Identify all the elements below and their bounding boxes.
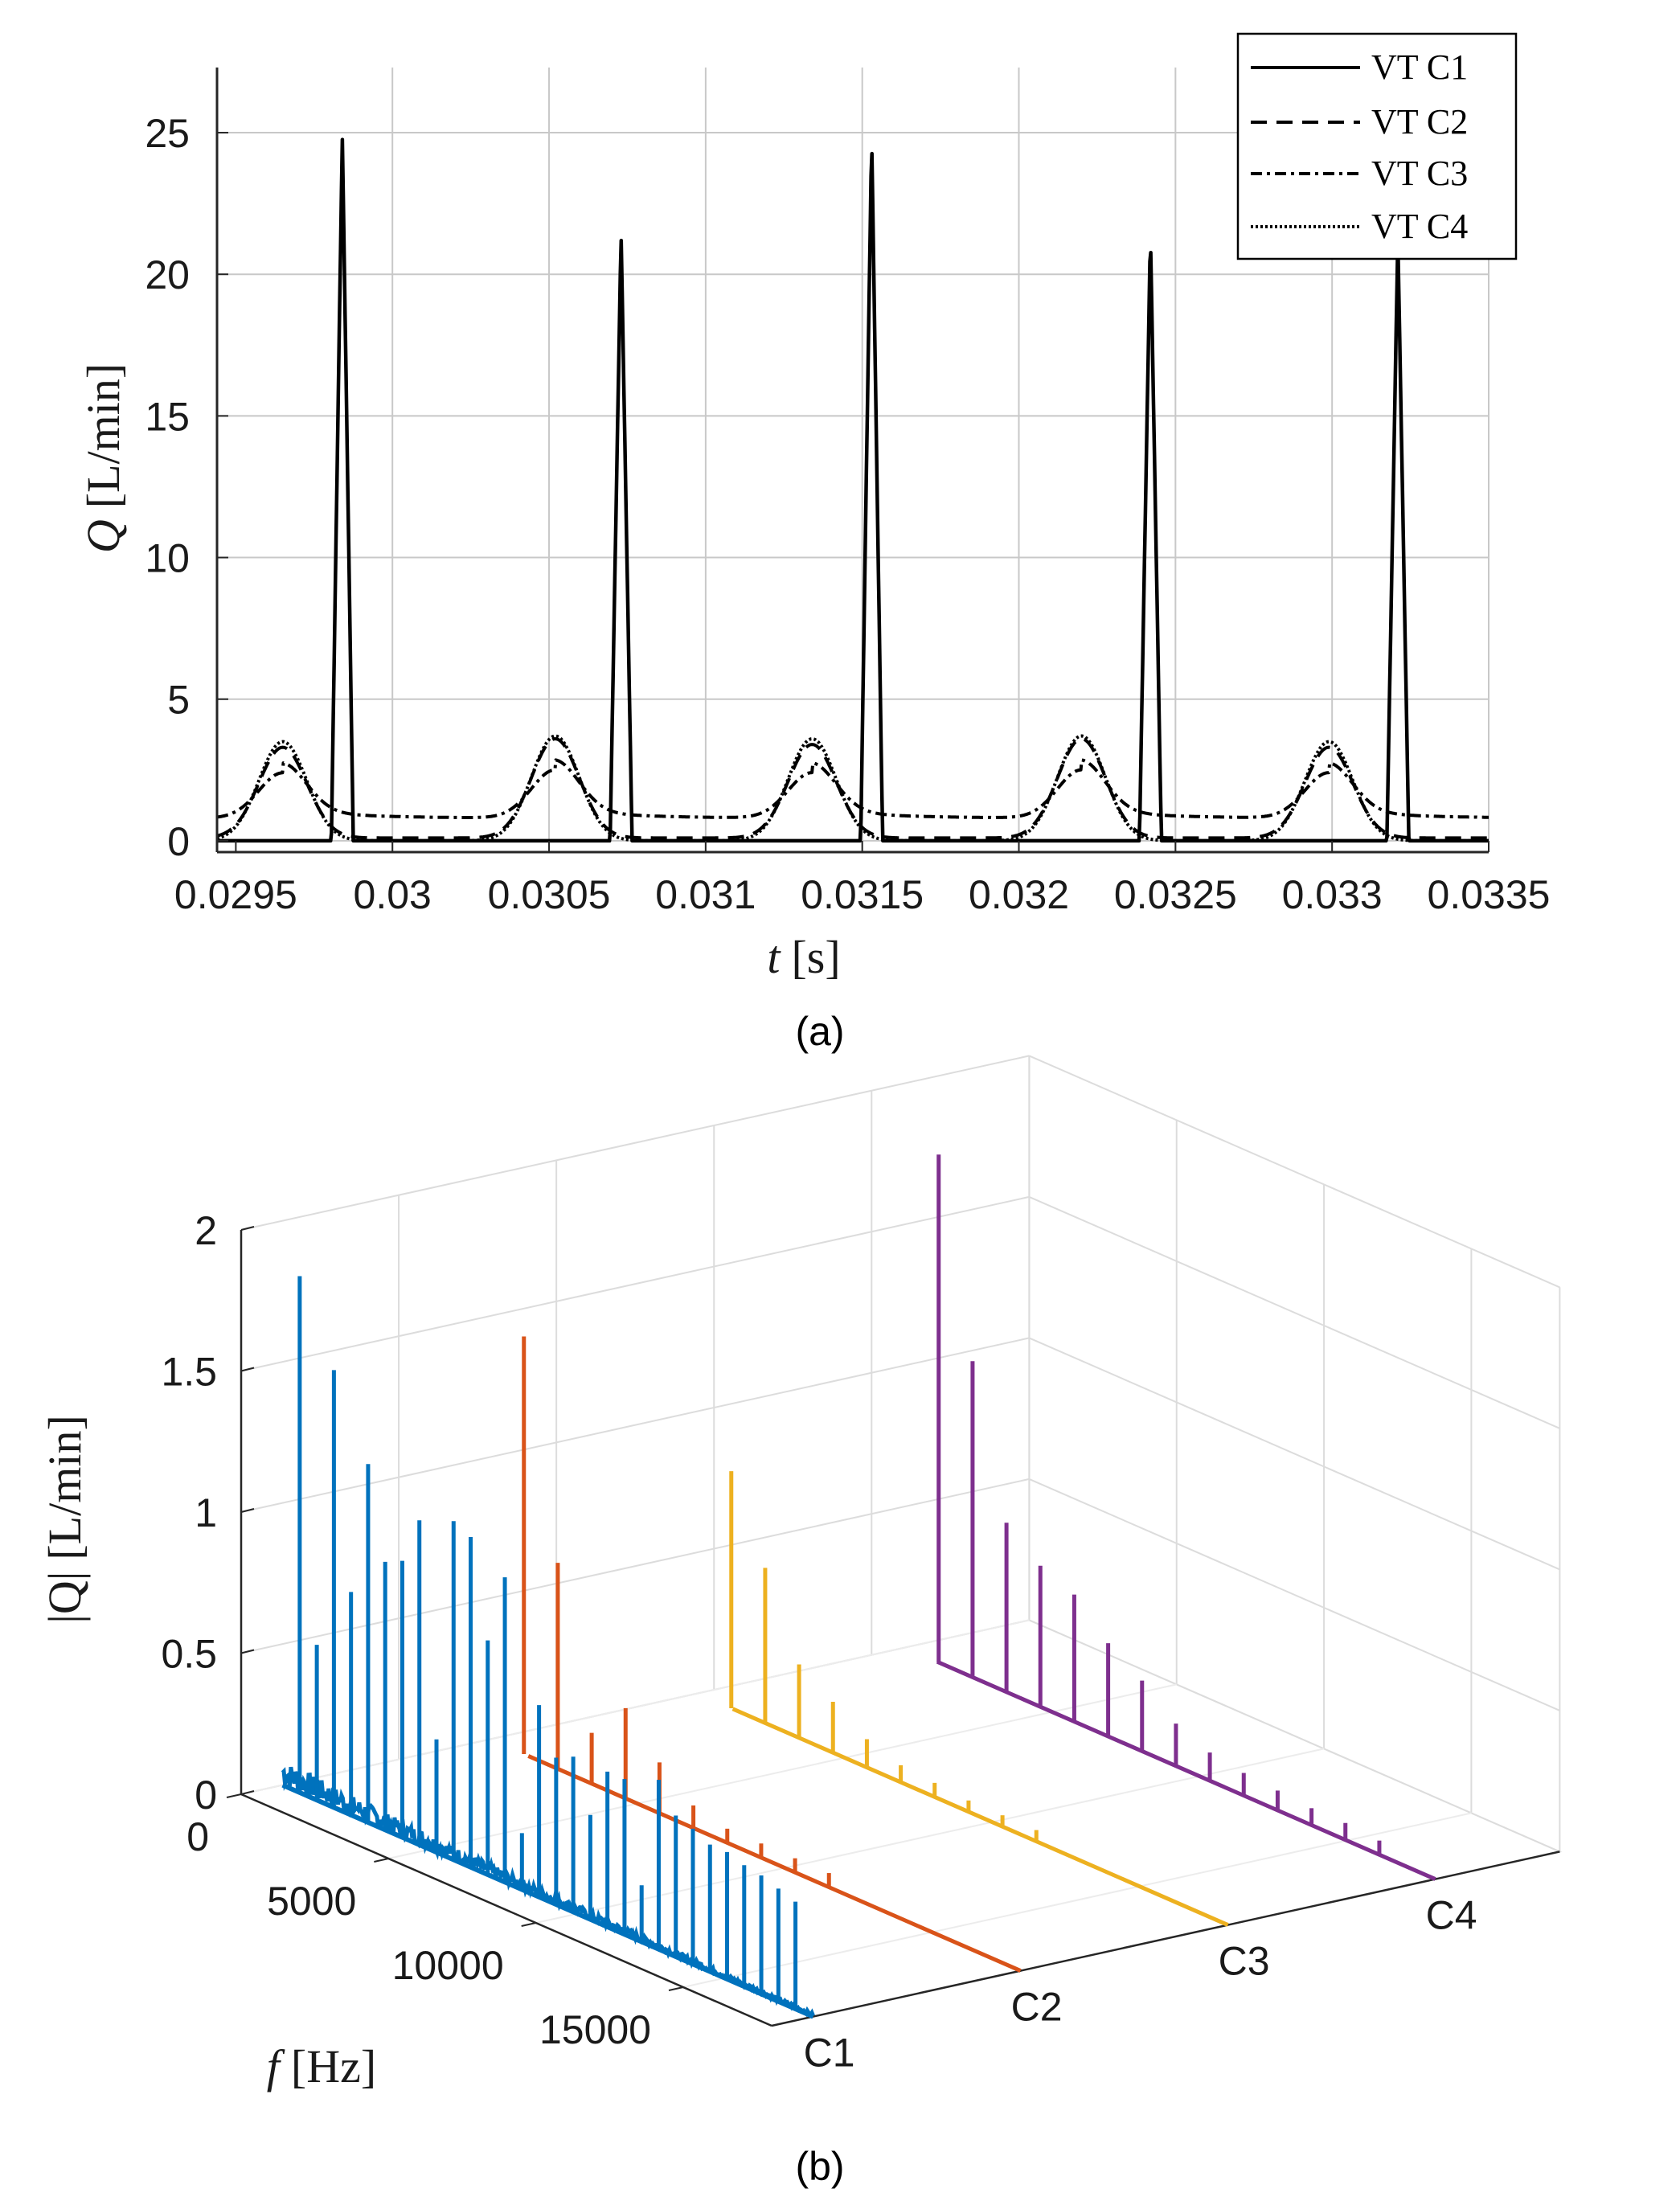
panel-b-z-axis-label: |Q|[L/min] [39,1415,91,1624]
legend-label-vt-c4: VT C4 [1371,207,1468,246]
spectrum-baseline [527,1754,1022,1973]
category-label-c3: C3 [1219,1939,1270,1984]
category-label-c2: C2 [1011,1985,1063,2030]
x-tick-label: 0.033 [1282,872,1383,917]
panel-a-legend: VT C1 VT C2 VT C3 VT C4 [1236,32,1518,260]
f-tick-label: 0 [186,1814,209,1859]
panel-a-caption: (a) [795,1009,844,1054]
panel-a-y-tick-labels: 0 5 10 15 20 25 [145,111,190,864]
category-label-c1: C1 [804,2031,855,2076]
f-tick-label: 10000 [392,1943,504,1988]
f-tick-mark [374,1858,389,1863]
x-tick-label: 0.032 [969,872,1069,917]
f-grid-line-floor [535,1748,1325,1924]
category-axis-line [771,1851,1560,2027]
f-tick-label: 15000 [539,2007,651,2052]
spectrum-series-c1 [281,1276,815,2019]
f-grid-line-floor [240,1619,1030,1795]
z-tick-label: 0.5 [161,1632,217,1677]
legend-label-vt-c1: VT C1 [1371,47,1468,87]
panel-a-x-tick-labels: 0.0295 0.03 0.0305 0.031 0.0315 0.032 0.0325 0.… [174,872,1551,917]
panel-b-series [281,1154,1436,2019]
spectrum-series-c4 [936,1154,1436,1881]
y-tick-label: 15 [145,394,190,439]
panel-a-axes [215,68,1489,854]
z-tick-mark [240,1649,255,1654]
spectrum-noise-floor [281,1766,815,2018]
z-grid-line-back [240,1195,1030,1372]
f-tick-mark [521,1922,536,1927]
z-tick-mark [240,1508,255,1513]
f-grid-line-floor [388,1683,1177,1859]
z-tick-mark [240,1790,255,1795]
panel-a-series [215,137,1490,843]
x-tick-label: 0.0335 [1428,872,1551,917]
f-tick-mark [226,1793,242,1798]
y-tick-label: 20 [145,252,190,297]
z-grid-line-back [240,1337,1030,1513]
panel-a-x-axis-label: t [s] [767,931,840,983]
category-label-c4: C4 [1426,1893,1477,1938]
z-tick-label: 0 [195,1773,217,1818]
panel-b-f-axis-label: f [Hz] [267,2040,376,2092]
x-tick-label: 0.0325 [1114,872,1237,917]
panel-b-grid [238,1055,1563,2027]
series-line-vt-c2 [216,737,1489,840]
z-grid-line-side [1029,1195,1560,1429]
x-tick-label: 0.031 [655,872,756,917]
panel-b-tick-labels: 0 0.5 1 1.5 2 0 5000 10000 15000 C4 C3 C2 C1 [161,1208,1477,2076]
f-tick-mark [668,1986,684,1991]
f-grid-line-floor [682,1812,1472,1988]
panel-a-y-axis-label: Q[L/min] [77,363,129,553]
z-tick-label: 1.5 [161,1350,217,1395]
y-tick-label: 25 [145,111,190,156]
y-tick-label: 10 [145,536,190,581]
z-tick-mark [240,1367,255,1372]
z-grid-line-side [1029,1055,1560,1289]
series-line-vt-c1 [215,137,1490,843]
x-tick-label: 0.0295 [174,872,297,917]
legend-label-vt-c3: VT C3 [1371,154,1468,193]
y-tick-label: 0 [167,819,190,864]
x-tick-label: 0.0305 [488,872,611,917]
x-tick-label: 0.03 [354,872,432,917]
legend-box [1236,32,1518,260]
f-tick-label: 5000 [267,1879,356,1924]
x-tick-label: 0.0315 [801,872,924,917]
z-grid-line-side [1029,1337,1560,1571]
z-tick-label: 2 [195,1208,217,1253]
panel-a-time-series: 0.0295 0.03 0.0305 0.031 0.0315 0.032 0.0325 0.… [77,32,1551,1054]
spectrum-series-c3 [729,1471,1229,1927]
z-grid-line-back [240,1055,1030,1231]
panel-b-spectrum-3d: 0 0.5 1 1.5 2 0 5000 10000 15000 C4 C3 C2 C1 |Q|[L/m… [39,1055,1563,2189]
spectrum-series-c2 [522,1336,1022,1973]
y-tick-label: 5 [167,678,190,723]
legend-label-vt-c2: VT C2 [1371,102,1468,141]
panel-b-caption: (b) [795,2144,844,2189]
spectrum-baseline [936,1659,1436,1881]
z-tick-label: 1 [195,1490,217,1535]
z-tick-mark [240,1226,255,1231]
spectrum-baseline [731,1707,1229,1927]
z-grid-line-back [240,1478,1030,1654]
